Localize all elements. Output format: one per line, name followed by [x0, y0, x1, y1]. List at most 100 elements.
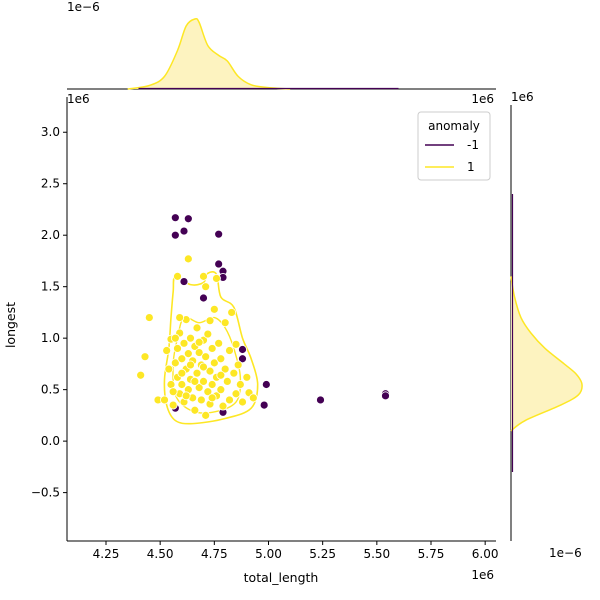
main-scatter-plot: 4.25 4.50 4.75 5.00 5.25 5.50 5.75 6.00 −0.5 0.0 0… — [31, 97, 499, 561]
scatter-point-anomaly — [259, 400, 269, 410]
y-offset-label: 1e6 — [67, 92, 90, 106]
scatter-point-normal — [181, 391, 191, 401]
top-marginal-offset-label: 1e−6 — [67, 0, 100, 14]
scatter-point-normal — [209, 358, 219, 368]
legend-box — [417, 111, 491, 181]
x-tick-label: 4.75 — [201, 547, 228, 561]
scatter-point-normal — [194, 348, 204, 357]
scatter-point-anomaly — [179, 226, 189, 236]
right-marginal-corner-label: 1e6 — [511, 90, 534, 104]
scatter-point-normal — [216, 370, 226, 380]
scatter-point-normal — [164, 364, 174, 374]
scatter-point-normal — [242, 372, 252, 382]
scatter-point-normal — [140, 352, 150, 362]
top-marginal-corner-label: 1e6 — [471, 92, 494, 106]
scatter-point-normal — [196, 395, 206, 405]
y-tick-label: 1.5 — [41, 280, 60, 294]
scatter-point-normal — [162, 346, 172, 355]
scatter-point-normal — [220, 364, 230, 374]
legend-title: anomaly — [428, 119, 480, 133]
scatter-point-normal — [205, 366, 215, 376]
top-marginal-fill — [127, 18, 291, 90]
scatter-point-normal — [231, 389, 241, 399]
scatter-point-normal — [203, 387, 213, 397]
scatter-point-normal — [173, 271, 182, 281]
scatter-point-normal — [227, 308, 237, 317]
y-tick-label: −0.5 — [31, 486, 60, 500]
scatter-point-normal — [170, 358, 180, 368]
scatter-point-normal — [235, 380, 245, 389]
scatter-point-anomaly — [316, 395, 325, 405]
scatter-point-normal — [199, 362, 208, 372]
scatter-point-normal — [190, 377, 200, 386]
scatter-point-anomaly — [381, 391, 390, 401]
scatter-point-normal — [192, 323, 202, 333]
scatter-point-normal — [199, 377, 208, 386]
scatter-point-anomaly — [261, 380, 271, 389]
scatter-point-anomaly — [170, 230, 180, 240]
scatter-point-normal — [201, 410, 211, 420]
scatter-point-normal — [199, 271, 208, 281]
scatter-point-normal — [186, 360, 195, 370]
scatter-point-normal — [248, 393, 258, 403]
scatter-point-normal — [183, 254, 193, 264]
x-axis-label: total_length — [244, 570, 319, 585]
scatter-point-normal — [207, 380, 217, 389]
scatter-point-normal — [136, 370, 146, 380]
scatter-point-normal — [190, 405, 200, 415]
scatter-point-normal — [212, 274, 221, 283]
right-marginal-fill — [511, 276, 583, 431]
scatter-point-anomaly — [170, 213, 180, 223]
scatter-point-normal — [177, 368, 187, 378]
right-marginal-curve — [510, 276, 583, 432]
scatter-point-normal — [209, 304, 219, 314]
scatter-point-normal — [186, 333, 195, 343]
scatter-point-normal — [173, 344, 182, 353]
scatter-point-normal — [216, 385, 226, 395]
x-tick-label: 4.50 — [147, 547, 174, 561]
scatter-point-normal — [201, 282, 211, 292]
legend-label-pos: 1 — [467, 160, 475, 174]
y-tick-label: 0.0 — [41, 434, 60, 448]
scatter-point-normal — [225, 346, 234, 355]
scatter-point-normal — [179, 338, 189, 348]
scatter-point-normal — [144, 313, 154, 322]
scatter-point-anomaly — [183, 214, 193, 224]
x-tick-label: 5.75 — [418, 547, 445, 561]
scatter-point-normal — [205, 316, 215, 326]
y-tick-label: 3.0 — [41, 125, 60, 139]
scatter-point-normal — [214, 338, 224, 348]
scatter-point-normal — [220, 318, 230, 328]
top-marginal-curve — [127, 17, 291, 90]
y-tick-label: 2.5 — [41, 177, 60, 191]
scatter-point-normal — [177, 354, 187, 364]
x-tick-label: 5.00 — [255, 547, 282, 561]
scatter-point-anomaly — [214, 229, 224, 239]
y-tick-label: 0.5 — [41, 383, 60, 397]
x-tick-label: 5.25 — [309, 547, 336, 561]
scatter-point-normal — [222, 377, 232, 386]
scatter-point-normal — [201, 352, 211, 362]
scatter-point-normal — [160, 395, 169, 405]
legend-label-neg: -1 — [467, 138, 479, 152]
scatter-point-anomaly — [214, 259, 224, 269]
right-marginal-offset-label: 1e−6 — [549, 546, 582, 560]
scatter-point-normal — [225, 395, 234, 405]
scatter-point-normal — [183, 349, 193, 359]
scatter-point-normal — [168, 400, 178, 410]
scatter-point-normal — [207, 344, 217, 353]
scatter-point-normal — [194, 383, 204, 392]
scatter-point-normal — [238, 397, 247, 407]
scatter-point-normal — [233, 360, 243, 370]
scatter-point-normal — [166, 380, 176, 389]
x-tick-label: 5.50 — [363, 547, 390, 561]
x-offset-label: 1e6 — [471, 568, 494, 582]
scatter-point-normal — [229, 368, 239, 378]
scatter-point-normal — [177, 380, 187, 389]
scatter-point-normal — [207, 393, 217, 403]
scatter-point-normal — [231, 339, 241, 349]
y-tick-label: 2.0 — [41, 228, 60, 242]
scatter-point-normal — [203, 329, 213, 339]
legend: anomaly -1 1 — [417, 111, 491, 181]
